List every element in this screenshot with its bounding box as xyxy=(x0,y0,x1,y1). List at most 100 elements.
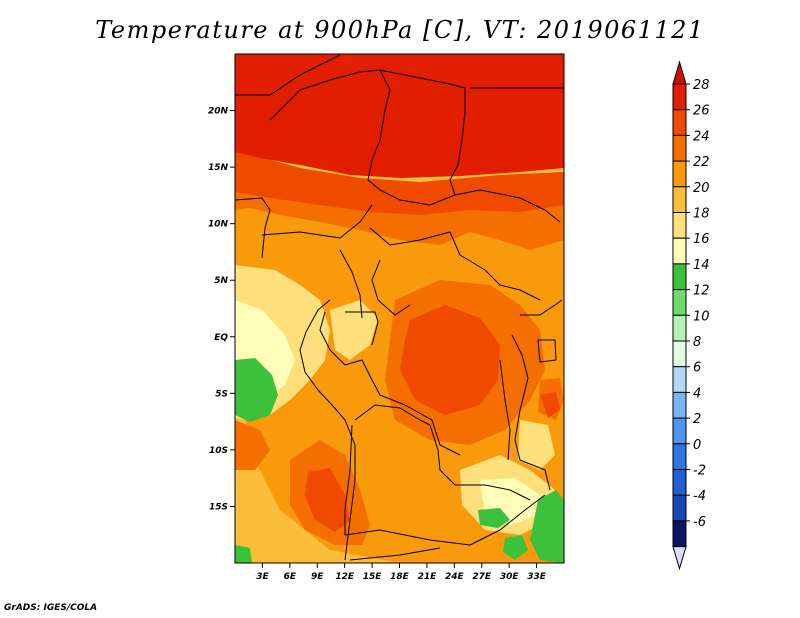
border-line xyxy=(379,69,466,112)
colorbar-label: 6 xyxy=(693,361,701,376)
colorbar-swatch xyxy=(672,237,687,265)
lon-tick-label: 30E xyxy=(500,572,520,582)
lon-tick-label: 18E xyxy=(390,572,410,582)
lon-tick-label: 15E xyxy=(363,572,383,582)
colorbar-label: 18 xyxy=(693,207,710,222)
colorbar-swatch xyxy=(672,263,687,291)
border-line xyxy=(455,484,531,501)
colorbar-swatch xyxy=(672,160,687,188)
colorbar-label: -4 xyxy=(693,489,706,504)
border-line xyxy=(319,311,346,366)
colorbar-swatch xyxy=(672,469,687,496)
colorbar-bottom-arrow xyxy=(672,546,687,571)
lat-tick-label: 5S xyxy=(215,389,228,399)
border-line xyxy=(520,299,563,316)
temperature-region xyxy=(235,358,278,422)
colorbar-label: 14 xyxy=(693,258,710,273)
border-line xyxy=(367,69,391,181)
temperature-region xyxy=(530,490,564,563)
colorbar-top-arrow xyxy=(672,60,687,85)
colorbar-swatch xyxy=(672,289,687,316)
colorbar-swatch xyxy=(672,494,687,522)
grads-credit: GrADS: IGES/COLA xyxy=(4,603,98,613)
lon-tick-label: 3E xyxy=(256,572,269,582)
border-line xyxy=(379,394,461,456)
lon-tick-label: 21E xyxy=(418,572,438,582)
colorbar-label: 2 xyxy=(693,412,701,427)
border-line xyxy=(514,439,551,491)
border-line xyxy=(449,111,466,196)
border-line xyxy=(354,404,431,426)
colorbar-label: 22 xyxy=(693,155,710,170)
temperature-region xyxy=(503,535,528,560)
border-line xyxy=(369,227,461,256)
colorbar-label: 0 xyxy=(693,438,701,453)
lat-tick-label: EQ xyxy=(214,333,228,343)
lon-tick-label: 6E xyxy=(284,572,297,582)
lon-tick-label: 27E xyxy=(472,572,492,582)
colorbar-label: 20 xyxy=(693,181,710,196)
border-line xyxy=(429,424,456,486)
temperature-region xyxy=(235,420,270,470)
lat-tick-label: 10S xyxy=(209,446,228,456)
border-line xyxy=(344,359,381,396)
temperature-region xyxy=(518,420,555,470)
colorbar-swatch xyxy=(672,417,687,445)
longitude-axis: 3E 6E 9E 12E 15E 18E 21E 24E 27E 30E 33E xyxy=(256,563,547,582)
colorbar-label: 26 xyxy=(693,104,710,119)
temperature-region xyxy=(235,545,252,563)
border-line xyxy=(235,197,271,259)
colorbar-label: 12 xyxy=(693,284,710,299)
map-title: Temperature at 900hPa [C], VT: 201906112… xyxy=(95,16,705,44)
colorbar-label: 10 xyxy=(693,309,710,324)
colorbar-swatch xyxy=(672,340,687,368)
colorbar-label: 24 xyxy=(693,129,710,144)
border-line xyxy=(459,254,541,301)
border-line xyxy=(344,424,353,535)
colorbar-label: -6 xyxy=(693,515,706,530)
border-line xyxy=(367,179,456,206)
temperature-region xyxy=(478,508,510,528)
colorbar-label: -2 xyxy=(693,464,706,479)
temperature-region xyxy=(235,150,564,215)
lat-tick-label: 20N xyxy=(208,107,229,117)
colorbar-swatch xyxy=(672,83,687,111)
border-line xyxy=(339,249,363,319)
lat-tick-label: 5N xyxy=(214,276,228,286)
border-line xyxy=(499,359,511,461)
border-line xyxy=(511,334,529,441)
border-line xyxy=(261,204,373,239)
colorbar-label: 8 xyxy=(693,335,701,350)
colorbar-label: 16 xyxy=(693,232,710,247)
colorbar-swatch xyxy=(672,366,687,393)
colorbar-label: 4 xyxy=(693,386,701,401)
colorbar-swatch xyxy=(672,314,687,342)
lon-tick-label: 24E xyxy=(445,572,465,582)
colorbar-label: 28 xyxy=(693,78,710,93)
latitude-axis: 20N 15N 10N 5N EQ 5S 10S 15S xyxy=(208,107,235,512)
temperature-region xyxy=(305,468,350,532)
lat-tick-label: 15S xyxy=(209,502,228,512)
border-line xyxy=(344,529,471,546)
temperature-field xyxy=(235,54,564,563)
lon-tick-label: 9E xyxy=(311,572,324,582)
border-line xyxy=(349,547,441,561)
lon-tick-label: 12E xyxy=(335,572,355,582)
temperature-region xyxy=(235,54,564,178)
temperature-region xyxy=(400,305,500,415)
border-line xyxy=(469,494,546,546)
colorbar-swatch xyxy=(672,391,687,419)
colorbar-swatch xyxy=(672,186,687,214)
colorbar-swatch xyxy=(672,212,687,239)
temperature-region xyxy=(540,392,560,418)
border-line xyxy=(454,189,561,223)
border-line xyxy=(235,54,341,96)
temperature-region xyxy=(330,300,378,360)
lon-tick-label: 33E xyxy=(527,572,547,582)
lat-tick-label: 10N xyxy=(208,220,229,230)
colorbar-swatch xyxy=(672,443,687,470)
border-line xyxy=(269,69,381,121)
country-borders xyxy=(235,54,564,561)
